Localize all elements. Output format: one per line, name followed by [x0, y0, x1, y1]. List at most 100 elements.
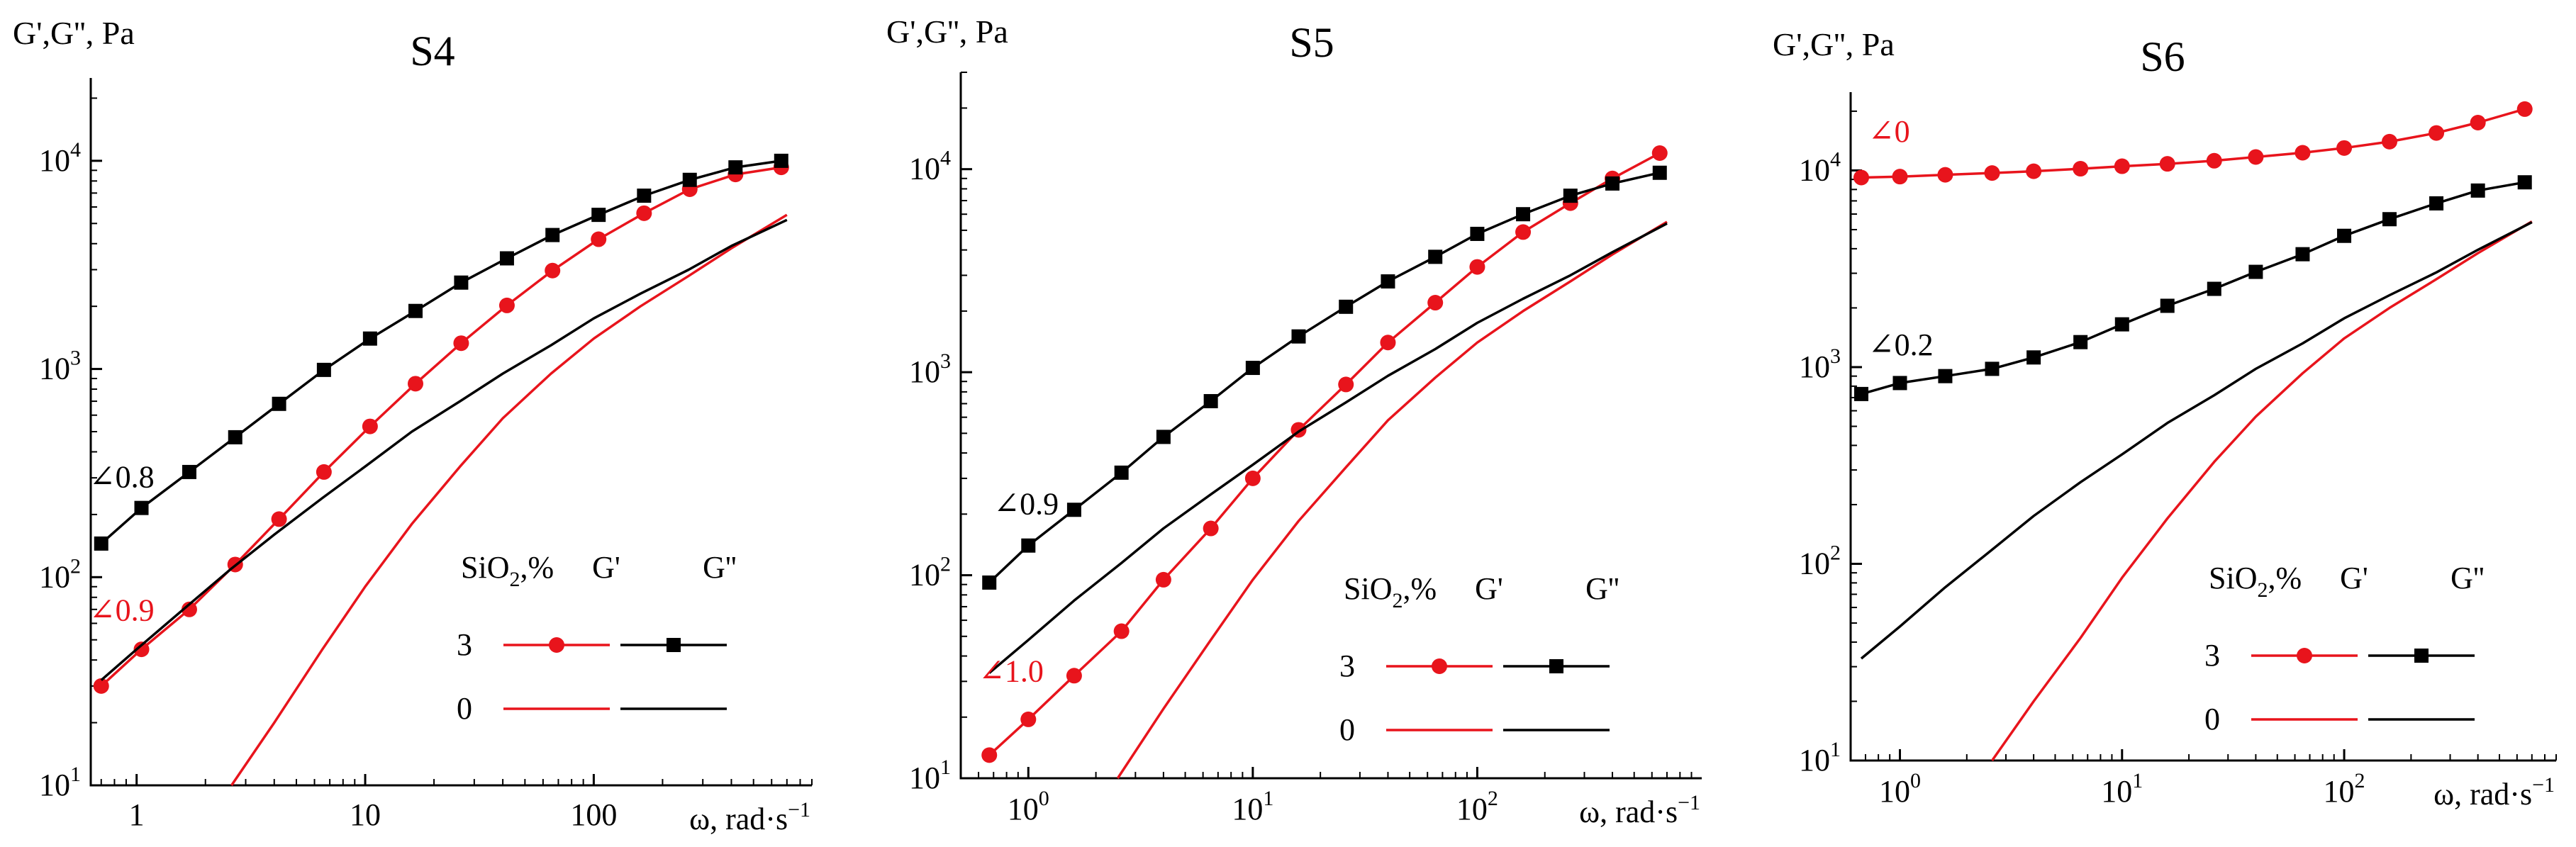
data-point: [2114, 158, 2130, 174]
data-point: [2159, 156, 2175, 172]
data-point: [774, 153, 788, 168]
data-point: [1381, 274, 1395, 289]
data-point: [637, 189, 652, 203]
x-axis-label: ω, rad·s−1: [2433, 773, 2555, 812]
data-point: [1380, 335, 1396, 351]
data-point: [2337, 228, 2352, 243]
slope-annotation: ∠0.9: [89, 593, 155, 627]
legend-col-gprime: G': [592, 550, 620, 585]
legend-marker-square: [2414, 649, 2429, 663]
chart-panel-s6: 101 102 103 104 100 101 102 S6 G',G'', Pa ω, rad·…: [1773, 26, 2557, 812]
y-tick-label: 101: [1799, 738, 1841, 778]
data-point: [2248, 264, 2263, 279]
legend-col-gprime: G': [2340, 561, 2368, 595]
series-line: [988, 222, 1668, 674]
legend-header: SiO2,%: [461, 550, 554, 591]
series-line: [988, 152, 1661, 756]
data-point: [2248, 149, 2264, 165]
data-point: [2429, 125, 2445, 141]
data-point: [1066, 668, 1082, 684]
data-point: [1892, 376, 1907, 391]
data-point: [545, 262, 561, 279]
data-point: [1428, 249, 1443, 264]
data-point: [272, 396, 286, 411]
data-point: [316, 464, 332, 480]
data-point: [133, 641, 150, 658]
data-point: [1985, 361, 2000, 376]
axes-frame: [1849, 92, 2556, 762]
data-point: [1021, 538, 1036, 553]
data-point: [1427, 295, 1444, 311]
y-tick-label: 103: [1799, 344, 1841, 384]
data-point: [407, 376, 423, 392]
data-point: [454, 275, 469, 290]
y-tick-label: 103: [39, 347, 81, 386]
data-point: [545, 228, 560, 242]
data-point: [2114, 317, 2129, 332]
x-tick-label: 1: [129, 797, 145, 832]
data-point: [93, 678, 109, 694]
y-tick-label: 102: [39, 554, 81, 594]
data-point: [1854, 386, 1869, 401]
chart-title: S6: [2140, 33, 2185, 80]
y-tick-label: 103: [909, 349, 951, 389]
data-point: [2026, 350, 2041, 365]
data-point: [2516, 101, 2533, 117]
data-point: [1156, 430, 1171, 444]
legend-row-label: 3: [2204, 638, 2220, 673]
data-point: [2382, 133, 2398, 150]
data-point: [982, 575, 997, 590]
legend: SiO2,% G' G'' 3 0: [457, 550, 737, 726]
legend-col-gprime: G': [1475, 571, 1503, 606]
data-point: [591, 208, 606, 223]
legend-marker-circle: [2297, 648, 2312, 663]
data-point: [636, 205, 652, 221]
data-point: [1155, 571, 1171, 588]
data-point: [728, 160, 743, 175]
legend-col-gdoubleprime: G'': [703, 550, 737, 585]
data-point: [591, 231, 607, 247]
data-point: [2295, 145, 2311, 161]
series-line: [100, 166, 782, 688]
data-point: [2026, 163, 2042, 179]
slope-annotation: ∠0.2: [1868, 327, 1934, 362]
series-line: [1116, 220, 1668, 779]
chart-panel-s4: 101 102 103 104 1 10 100 S4 G',G'', Pa ω, rad·s−1…: [13, 15, 813, 836]
y-tick-label: 102: [909, 553, 951, 593]
data-point: [1651, 145, 1668, 161]
data-point: [2207, 281, 2221, 296]
data-point: [182, 464, 196, 479]
legend-marker-circle: [1432, 658, 1447, 674]
data-point: [2073, 161, 2089, 177]
x-tick-label: 100: [1879, 769, 1921, 809]
series-line: [100, 218, 788, 681]
legend: SiO2,% G' G'' 3 0: [2204, 561, 2485, 736]
legend-row-label: 0: [457, 691, 472, 726]
data-point: [1339, 299, 1354, 314]
data-point: [362, 418, 378, 434]
legend-col-gdoubleprime: G'': [1585, 571, 1619, 606]
data-point: [181, 601, 197, 617]
data-point: [498, 297, 515, 313]
slope-annotation: ∠1.0: [978, 654, 1044, 688]
series-line: [1991, 220, 2533, 762]
x-tick-label: 102: [2324, 769, 2365, 809]
data-point: [2382, 212, 2397, 227]
data-point: [1066, 503, 1081, 517]
x-tick-label: 100: [570, 797, 617, 832]
data-point: [2295, 247, 2310, 262]
data-point: [316, 362, 331, 377]
y-tick-label: 104: [909, 147, 951, 186]
x-tick-label: 100: [1008, 787, 1049, 826]
x-axis-label: ω, rad·s−1: [689, 798, 810, 836]
data-point: [1938, 369, 1953, 383]
x-tick-label: 10: [350, 797, 381, 832]
series-line: [1861, 108, 2526, 179]
data-point: [1563, 189, 1578, 203]
data-point: [1937, 167, 1953, 183]
x-tick-label: 102: [1456, 787, 1498, 826]
legend: SiO2,% G' G'' 3 0: [1339, 571, 1619, 747]
y-axis-label: G',G'', Pa: [1773, 26, 1895, 62]
data-point: [2429, 196, 2444, 211]
data-point: [682, 172, 697, 187]
